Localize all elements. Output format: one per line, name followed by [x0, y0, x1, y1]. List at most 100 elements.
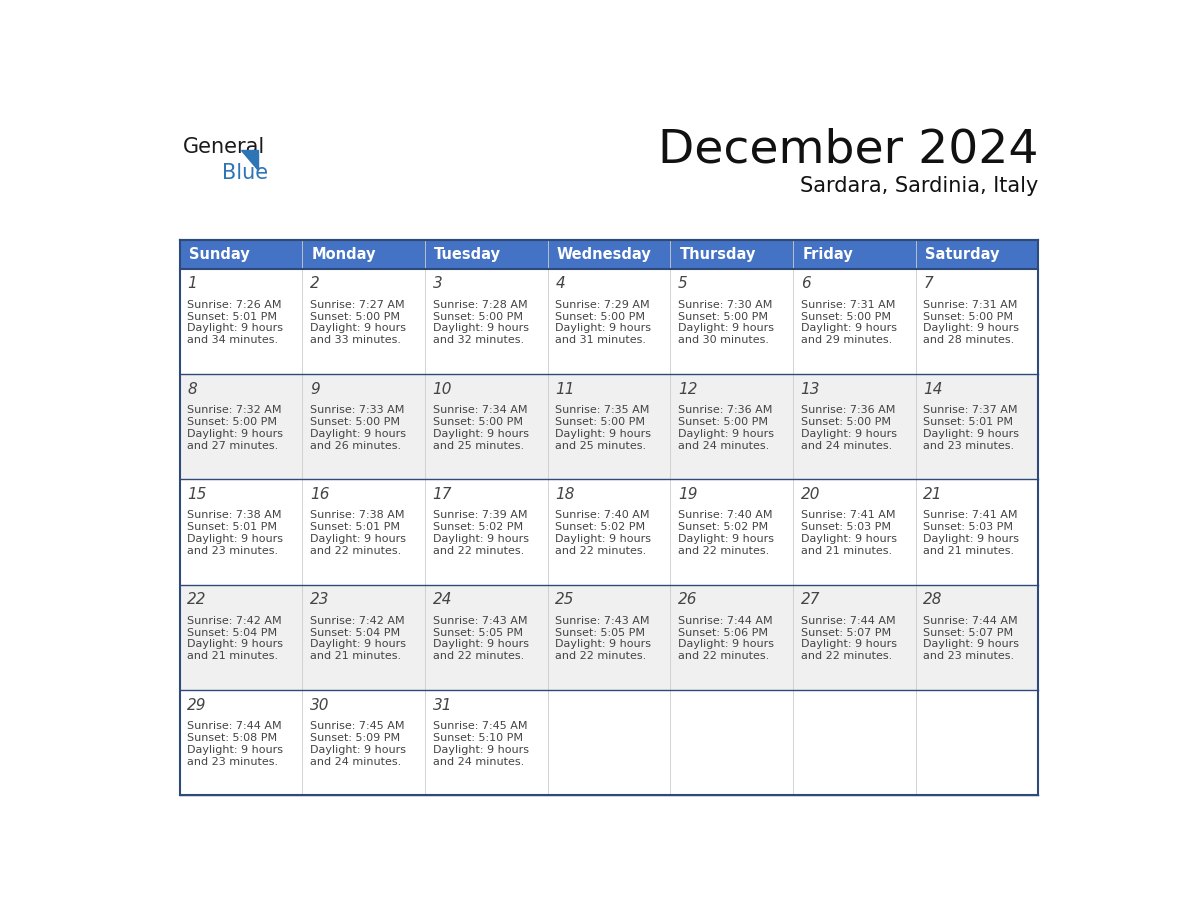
Text: Sunrise: 7:36 AM: Sunrise: 7:36 AM: [678, 405, 772, 415]
Text: 25: 25: [555, 592, 575, 608]
Text: and 22 minutes.: and 22 minutes.: [555, 652, 646, 661]
Bar: [425, 690, 548, 796]
Text: Daylight: 9 hours: Daylight: 9 hours: [923, 640, 1019, 649]
Text: Daylight: 9 hours: Daylight: 9 hours: [801, 323, 897, 333]
Text: Sunrise: 7:44 AM: Sunrise: 7:44 AM: [188, 721, 282, 731]
Text: Sunrise: 7:26 AM: Sunrise: 7:26 AM: [188, 299, 282, 309]
Text: and 22 minutes.: and 22 minutes.: [432, 652, 524, 661]
Text: Daylight: 9 hours: Daylight: 9 hours: [923, 534, 1019, 544]
Text: Daylight: 9 hours: Daylight: 9 hours: [310, 640, 406, 649]
Bar: [670, 479, 792, 585]
Text: Daylight: 9 hours: Daylight: 9 hours: [188, 534, 283, 544]
Bar: [425, 240, 548, 269]
Text: Sunset: 5:04 PM: Sunset: 5:04 PM: [188, 628, 277, 637]
Text: Sunset: 5:00 PM: Sunset: 5:00 PM: [310, 417, 400, 427]
Text: and 23 minutes.: and 23 minutes.: [923, 652, 1015, 661]
Text: 10: 10: [432, 382, 453, 397]
Text: 13: 13: [801, 382, 820, 397]
Text: Sunset: 5:09 PM: Sunset: 5:09 PM: [310, 733, 400, 743]
Text: and 23 minutes.: and 23 minutes.: [923, 441, 1015, 451]
Text: Sunrise: 7:44 AM: Sunrise: 7:44 AM: [678, 616, 772, 625]
Bar: [179, 269, 302, 375]
Text: and 34 minutes.: and 34 minutes.: [188, 335, 278, 345]
Text: 27: 27: [801, 592, 820, 608]
Text: Daylight: 9 hours: Daylight: 9 hours: [310, 323, 406, 333]
Text: Daylight: 9 hours: Daylight: 9 hours: [678, 323, 773, 333]
Polygon shape: [241, 151, 258, 170]
Bar: [302, 269, 425, 375]
Text: Sunset: 5:10 PM: Sunset: 5:10 PM: [432, 733, 523, 743]
Text: and 22 minutes.: and 22 minutes.: [678, 546, 769, 556]
Bar: [179, 690, 302, 796]
Text: Sunset: 5:01 PM: Sunset: 5:01 PM: [188, 311, 277, 321]
Text: Sunset: 5:03 PM: Sunset: 5:03 PM: [801, 522, 891, 532]
Bar: [916, 375, 1038, 479]
Text: Sunset: 5:02 PM: Sunset: 5:02 PM: [432, 522, 523, 532]
Text: 3: 3: [432, 276, 442, 292]
Text: 31: 31: [432, 698, 453, 712]
Text: Sunrise: 7:42 AM: Sunrise: 7:42 AM: [188, 616, 282, 625]
Text: and 22 minutes.: and 22 minutes.: [678, 652, 769, 661]
Text: 8: 8: [188, 382, 197, 397]
Text: December 2024: December 2024: [658, 128, 1038, 173]
Text: Daylight: 9 hours: Daylight: 9 hours: [310, 534, 406, 544]
Text: Sunrise: 7:32 AM: Sunrise: 7:32 AM: [188, 405, 282, 415]
Text: Sunset: 5:08 PM: Sunset: 5:08 PM: [188, 733, 277, 743]
Text: 20: 20: [801, 487, 820, 502]
Text: and 24 minutes.: and 24 minutes.: [678, 441, 769, 451]
Text: Daylight: 9 hours: Daylight: 9 hours: [555, 323, 651, 333]
Bar: [179, 240, 302, 269]
Text: Daylight: 9 hours: Daylight: 9 hours: [923, 429, 1019, 439]
Bar: [916, 240, 1038, 269]
Bar: [548, 375, 670, 479]
Text: 11: 11: [555, 382, 575, 397]
Text: Sunset: 5:00 PM: Sunset: 5:00 PM: [188, 417, 277, 427]
Text: Thursday: Thursday: [680, 247, 756, 262]
Text: Sunset: 5:04 PM: Sunset: 5:04 PM: [310, 628, 400, 637]
Text: 15: 15: [188, 487, 207, 502]
Text: and 24 minutes.: and 24 minutes.: [432, 756, 524, 767]
Bar: [548, 240, 670, 269]
Text: and 24 minutes.: and 24 minutes.: [801, 441, 892, 451]
Bar: [425, 585, 548, 690]
Bar: [916, 690, 1038, 796]
Text: Sunset: 5:06 PM: Sunset: 5:06 PM: [678, 628, 767, 637]
Bar: [548, 585, 670, 690]
Bar: [916, 585, 1038, 690]
Text: 16: 16: [310, 487, 329, 502]
Bar: [302, 585, 425, 690]
Text: Daylight: 9 hours: Daylight: 9 hours: [310, 429, 406, 439]
Text: 19: 19: [678, 487, 697, 502]
Bar: [670, 269, 792, 375]
Text: Daylight: 9 hours: Daylight: 9 hours: [801, 640, 897, 649]
Text: 22: 22: [188, 592, 207, 608]
Text: Sunrise: 7:44 AM: Sunrise: 7:44 AM: [923, 616, 1018, 625]
Text: Daylight: 9 hours: Daylight: 9 hours: [432, 744, 529, 755]
Text: Sunrise: 7:39 AM: Sunrise: 7:39 AM: [432, 510, 527, 521]
Text: and 32 minutes.: and 32 minutes.: [432, 335, 524, 345]
Text: Sunrise: 7:30 AM: Sunrise: 7:30 AM: [678, 299, 772, 309]
Text: and 22 minutes.: and 22 minutes.: [555, 546, 646, 556]
Bar: [916, 479, 1038, 585]
Text: 18: 18: [555, 487, 575, 502]
Text: Daylight: 9 hours: Daylight: 9 hours: [432, 640, 529, 649]
Text: Sunday: Sunday: [189, 247, 249, 262]
Text: Daylight: 9 hours: Daylight: 9 hours: [678, 429, 773, 439]
Text: Daylight: 9 hours: Daylight: 9 hours: [310, 744, 406, 755]
Text: and 23 minutes.: and 23 minutes.: [188, 756, 278, 767]
Text: 7: 7: [923, 276, 933, 292]
Text: and 22 minutes.: and 22 minutes.: [801, 652, 892, 661]
Bar: [792, 375, 916, 479]
Text: 1: 1: [188, 276, 197, 292]
Bar: [302, 479, 425, 585]
Text: Daylight: 9 hours: Daylight: 9 hours: [432, 534, 529, 544]
Text: 4: 4: [555, 276, 565, 292]
Bar: [425, 375, 548, 479]
Text: Sunset: 5:05 PM: Sunset: 5:05 PM: [432, 628, 523, 637]
Bar: [302, 240, 425, 269]
Text: Sunset: 5:01 PM: Sunset: 5:01 PM: [188, 522, 277, 532]
Text: Tuesday: Tuesday: [434, 247, 501, 262]
Text: and 25 minutes.: and 25 minutes.: [555, 441, 646, 451]
Bar: [670, 690, 792, 796]
Text: 14: 14: [923, 382, 943, 397]
